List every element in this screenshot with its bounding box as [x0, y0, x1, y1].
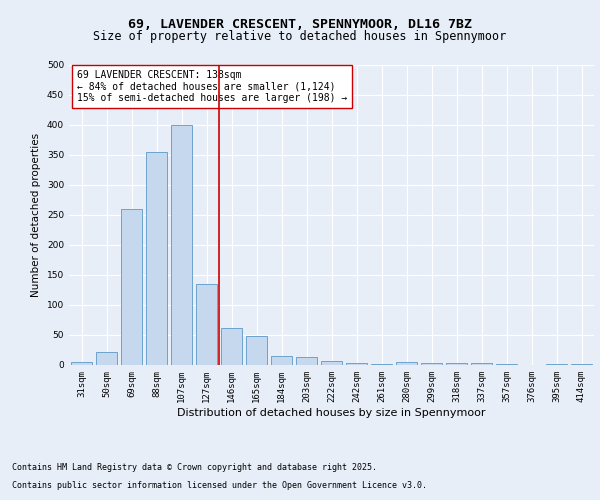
Text: Contains public sector information licensed under the Open Government Licence v3: Contains public sector information licen…: [12, 481, 427, 490]
Bar: [221, 328, 242, 365]
Bar: [471, 362, 492, 365]
Bar: [71, 362, 92, 365]
Bar: [271, 356, 292, 365]
Text: 69, LAVENDER CRESCENT, SPENNYMOOR, DL16 7BZ: 69, LAVENDER CRESCENT, SPENNYMOOR, DL16 …: [128, 18, 472, 30]
Text: Contains HM Land Registry data © Crown copyright and database right 2025.: Contains HM Land Registry data © Crown c…: [12, 464, 377, 472]
X-axis label: Distribution of detached houses by size in Spennymoor: Distribution of detached houses by size …: [177, 408, 486, 418]
Bar: [571, 364, 592, 365]
Bar: [121, 209, 142, 365]
Bar: [546, 364, 567, 365]
Bar: [196, 284, 217, 365]
Text: 69 LAVENDER CRESCENT: 138sqm
← 84% of detached houses are smaller (1,124)
15% of: 69 LAVENDER CRESCENT: 138sqm ← 84% of de…: [77, 70, 347, 102]
Y-axis label: Number of detached properties: Number of detached properties: [31, 133, 41, 297]
Bar: [321, 361, 342, 365]
Bar: [496, 364, 517, 365]
Bar: [421, 362, 442, 365]
Bar: [246, 336, 267, 365]
Bar: [171, 125, 192, 365]
Bar: [96, 352, 117, 365]
Bar: [146, 152, 167, 365]
Text: Size of property relative to detached houses in Spennymoor: Size of property relative to detached ho…: [94, 30, 506, 43]
Bar: [396, 362, 417, 365]
Bar: [346, 362, 367, 365]
Bar: [371, 364, 392, 365]
Bar: [446, 362, 467, 365]
Bar: [296, 357, 317, 365]
